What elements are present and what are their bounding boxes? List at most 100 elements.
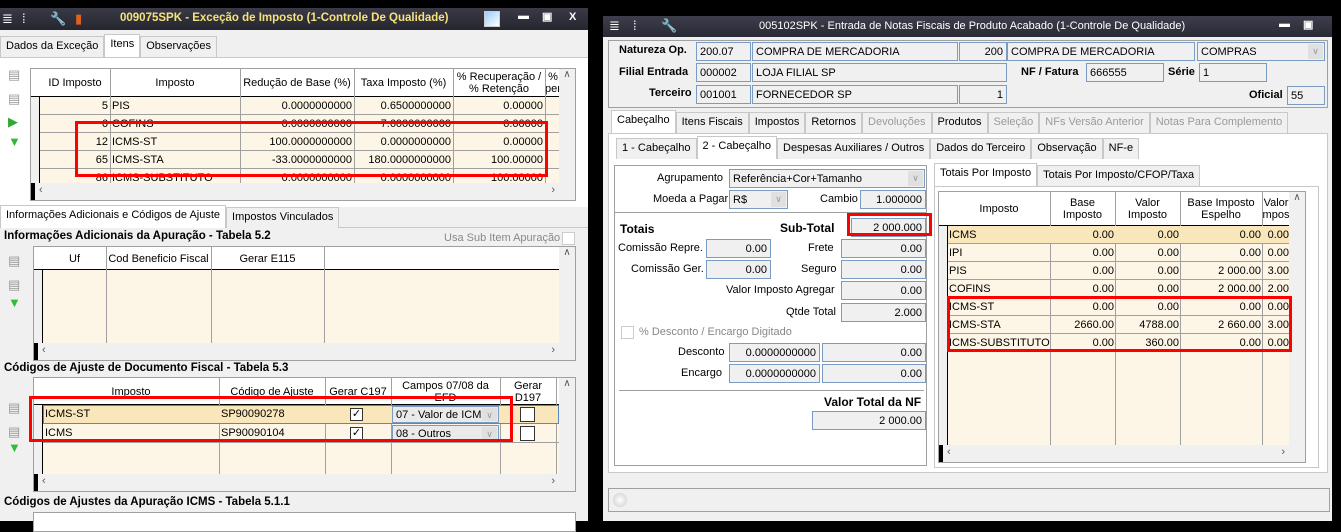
chevron-down-icon[interactable]: ∨ — [771, 192, 786, 207]
table-row[interactable] — [948, 244, 1289, 262]
desconto-field[interactable]: 0.00 — [822, 343, 926, 362]
scroll-left-icon[interactable]: ‹ — [42, 475, 46, 487]
natureza-desc-field[interactable]: COMPRA DE MERCADORIA — [752, 42, 958, 61]
add-row-icon[interactable]: ▤ — [8, 400, 21, 415]
export-icon[interactable]: ▶ — [8, 114, 18, 129]
chevron-down-icon[interactable]: ∨ — [482, 408, 497, 421]
terceiro-desc-field[interactable]: FORNECEDOR SP — [752, 85, 958, 104]
subtab-2[interactable]: Despesas Auxiliares / Outros — [777, 138, 931, 159]
chevron-down-icon[interactable]: ∨ — [482, 427, 497, 440]
campos-efd-select[interactable]: 08 - Outros ∨ — [392, 425, 499, 442]
column-header[interactable]: % per — [545, 71, 561, 95]
scroll-right-icon[interactable]: › — [551, 475, 555, 487]
column-header[interactable]: Gerar E115 — [239, 252, 296, 265]
download-icon[interactable]: ▼ — [8, 440, 21, 455]
column-header[interactable]: Gerar C197 — [329, 385, 387, 398]
wrench-icon[interactable]: 🔧 — [661, 18, 678, 33]
add-row-icon[interactable]: ▤ — [8, 67, 21, 82]
column-header[interactable]: Imposto — [155, 77, 195, 89]
remove-row-icon[interactable]: ▤ — [8, 277, 21, 292]
agrupamento-select[interactable]: Referência+Cor+Tamanho ∨ — [729, 169, 925, 188]
tab-totais-por-imposto-cfop-taxa[interactable]: Totais Por Imposto/CFOP/Taxa — [1037, 165, 1201, 186]
column-header[interactable]: Redução de Base (%) — [243, 77, 351, 89]
table-row[interactable] — [948, 298, 1289, 316]
add-row-icon[interactable]: ▤ — [8, 253, 21, 268]
nf-field[interactable]: 666555 — [1086, 63, 1164, 82]
subtab-0[interactable]: 1 - Cabeçalho — [616, 138, 697, 159]
subtab-1[interactable]: 2 - Cabeçalho — [696, 136, 777, 159]
chevron-down-icon[interactable]: ∨ — [1308, 44, 1323, 59]
subtab-4[interactable]: Observação — [1031, 138, 1103, 159]
filial-desc-field[interactable]: LOJA FILIAL SP — [752, 63, 1007, 82]
campos-efd-select[interactable]: 07 - Valor de ICMS ∨ — [392, 406, 499, 423]
gerar-d197-checkbox[interactable] — [520, 407, 535, 422]
column-header[interactable]: Cod Beneficio Fiscal — [108, 252, 209, 265]
tab-retornos[interactable]: Retornos — [805, 112, 863, 133]
table-row[interactable] — [40, 97, 559, 115]
column-header[interactable]: Valor Imposto — [1127, 197, 1168, 221]
scroll-right-icon[interactable]: › — [1281, 446, 1285, 458]
table-row[interactable] — [948, 226, 1289, 244]
column-header[interactable]: Base Imposto Espelho — [1187, 197, 1255, 221]
moeda-select[interactable]: R$ ∨ — [729, 190, 788, 209]
image-icon[interactable] — [484, 11, 500, 27]
vertical-scrollbar[interactable]: ∧ — [559, 247, 575, 343]
close-button[interactable]: X — [569, 11, 577, 23]
subtab-3[interactable]: Dados do Terceiro — [930, 138, 1032, 159]
natureza-num-field[interactable]: 200 — [959, 42, 1007, 61]
cambio-field[interactable]: 1.000000 — [860, 190, 926, 209]
tab-impostos[interactable]: Impostos — [748, 112, 806, 133]
qtde-total-field[interactable]: 2.000 — [841, 303, 926, 322]
remove-row-icon[interactable]: ▤ — [8, 91, 21, 106]
column-header[interactable]: % Recuperação / % Retenção — [456, 71, 542, 95]
desconto-pct-field[interactable]: 0.0000000000 — [729, 343, 820, 362]
column-header[interactable]: Taxa Imposto (%) — [360, 77, 447, 89]
comissao-ger-field[interactable]: 0.00 — [706, 260, 771, 279]
natureza-type-select[interactable]: COMPRAS ∨ — [1197, 42, 1325, 61]
column-header[interactable]: Valor Impost — [1262, 197, 1290, 221]
valor-imposto-agregar-field[interactable]: 0.00 — [841, 281, 926, 300]
tab-informacoes-adicionais[interactable]: Informações Adicionais e Códigos de Ajus… — [0, 205, 227, 228]
usa-sub-item-checkbox[interactable] — [562, 232, 575, 245]
tab-impostos-vinculados[interactable]: Impostos Vinculados — [226, 207, 340, 228]
download-icon[interactable]: ▼ — [8, 134, 21, 149]
natureza-desc2-field[interactable]: COMPRA DE MERCADORIA — [1007, 42, 1195, 61]
vertical-scrollbar[interactable]: ∧ — [559, 69, 575, 183]
gerar-c197-checkbox[interactable]: ✓ — [350, 427, 363, 440]
filial-code-field[interactable]: 000002 — [696, 63, 751, 82]
maximize-button[interactable]: ▣ — [542, 11, 553, 23]
column-header[interactable]: Campos 07/08 da EFD — [402, 379, 489, 404]
frete-field[interactable]: 0.00 — [841, 239, 926, 258]
minimize-button[interactable]: ▬ — [518, 10, 529, 22]
encargo-field[interactable]: 0.00 — [822, 364, 926, 383]
scroll-left-icon[interactable]: ‹ — [947, 446, 951, 458]
column-header[interactable]: Uf — [69, 252, 80, 265]
comissao-repre-field[interactable]: 0.00 — [706, 239, 771, 258]
seguro-field[interactable]: 0.00 — [841, 260, 926, 279]
valor-total-field[interactable]: 2 000.00 — [812, 411, 926, 430]
chevron-down-icon[interactable]: ∨ — [908, 171, 923, 186]
horizontal-scrollbar[interactable]: ‹ › — [34, 474, 575, 491]
subtotal-field[interactable]: 2 000.000 — [851, 218, 926, 237]
traffic-light-icon[interactable]: ⁞ — [22, 11, 26, 26]
horizontal-scrollbar[interactable]: ‹ › — [31, 183, 575, 200]
encargo-pct-field[interactable]: 0.0000000000 — [729, 364, 820, 383]
gerar-d197-checkbox[interactable] — [520, 426, 535, 441]
book-icon[interactable]: ▮ — [75, 11, 83, 26]
tab-observacoes[interactable]: Observações — [140, 36, 218, 57]
oficial-field[interactable]: 55 — [1287, 86, 1325, 105]
serie-field[interactable]: 1 — [1199, 63, 1267, 82]
table-row[interactable] — [43, 424, 559, 443]
traffic-light-icon[interactable]: ⁞ — [633, 18, 637, 33]
table-row[interactable] — [40, 151, 559, 169]
terceiro-code-field[interactable]: 001001 — [696, 85, 751, 104]
scroll-right-icon[interactable]: › — [551, 184, 555, 196]
tab-totais-por-imposto[interactable]: Totais Por Imposto — [934, 163, 1038, 186]
tab-itens[interactable]: Itens — [104, 34, 141, 57]
vertical-scrollbar[interactable]: ∧ — [559, 378, 575, 474]
scroll-right-icon[interactable]: › — [551, 344, 555, 356]
vertical-scrollbar[interactable]: ∧ — [1289, 192, 1305, 445]
minimize-button[interactable]: ▬ — [1279, 18, 1290, 30]
column-header[interactable]: ID Imposto — [48, 77, 102, 89]
table-row[interactable] — [948, 262, 1289, 280]
